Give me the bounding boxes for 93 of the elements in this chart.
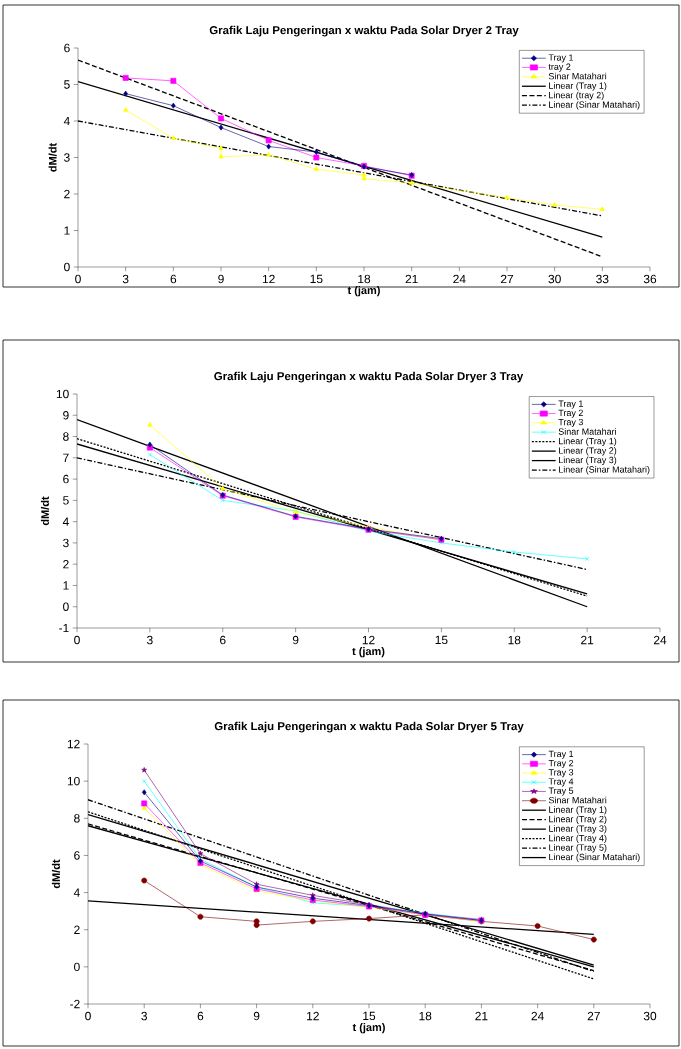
legend-label: Linear (Sinar Matahari) — [549, 101, 640, 110]
legend-label: Linear (Tray 1) — [559, 437, 617, 446]
x-tick-label: 12 — [262, 274, 275, 284]
x-tick-label: 21 — [475, 1011, 488, 1021]
y-tick-label: 0 — [74, 962, 80, 972]
y-tick-label: 4 — [62, 517, 69, 526]
x-tick-label: 6 — [170, 274, 177, 284]
y-tick-label: 2 — [63, 560, 69, 569]
x-axis-title: t (jam) — [352, 1023, 385, 1034]
x-tick-label: 24 — [531, 1011, 544, 1021]
chart-title: Grafik Laju Pengeringan x waktu Pada Solar Dryer 2 Tray — [209, 25, 519, 37]
y-tick-label: 6 — [74, 851, 80, 860]
x-tick-label: 12 — [307, 1011, 319, 1021]
legend-label: Tray 1 — [558, 400, 583, 409]
y-tick-label: 3 — [63, 538, 69, 548]
x-tick-label: 21 — [405, 274, 418, 284]
chart-title: Grafik Laju Pengeringan x waktu Pada Solar Dryer 3 Tray — [214, 371, 524, 383]
x-tick-label: 24 — [653, 635, 667, 645]
y-tick-label: -1 — [59, 623, 69, 633]
y-tick-label: 8 — [74, 814, 80, 823]
y-tick-label: 5 — [64, 80, 70, 89]
x-axis-title: t (jam) — [352, 647, 385, 658]
x-tick-label: 15 — [310, 274, 323, 284]
x-tick-label: 15 — [435, 635, 448, 645]
y-tick-label: 8 — [63, 432, 69, 441]
legend-label: Linear (Tray 3) — [559, 456, 617, 465]
y-tick-label: 10 — [67, 776, 80, 786]
y-axis-title: dM/dt — [48, 143, 57, 172]
y-tick-label: 1 — [63, 581, 69, 590]
x-tick-label: 3 — [141, 1011, 147, 1021]
legend-label: Tray 4 — [548, 778, 574, 787]
legend-label: Linear (Tray 4) — [549, 834, 607, 843]
legend-label: Sinar Matahari — [548, 796, 607, 804]
x-tick-label: 27 — [500, 274, 514, 284]
x-tick-label: 12 — [362, 635, 375, 645]
x-tick-label: 9 — [253, 1011, 260, 1021]
x-tick-label: 18 — [358, 274, 371, 284]
y-tick-label: 4 — [73, 888, 80, 897]
y-tick-label: 0 — [63, 602, 69, 611]
legend-label: Linear (Tray 5) — [549, 844, 607, 853]
legend-label: tray 2 — [548, 63, 571, 72]
x-tick-label: 6 — [197, 1011, 204, 1021]
x-tick-label: 3 — [147, 635, 153, 645]
x-tick-label: 15 — [363, 1011, 376, 1021]
x-tick-label: 9 — [292, 635, 299, 645]
x-tick-label: 30 — [643, 1011, 657, 1021]
x-tick-label: 18 — [508, 635, 521, 645]
legend-label: Linear (Tray 2) — [559, 447, 617, 456]
y-tick-label: 4 — [63, 116, 70, 126]
legend-label: Linear (Sinar Matahari) — [549, 853, 640, 862]
x-tick-label: 3 — [122, 274, 129, 284]
y-tick-label: 5 — [63, 496, 69, 505]
x-tick-label: 33 — [596, 274, 609, 284]
legend-label: Linear (Tray 2) — [549, 815, 607, 825]
y-tick-label: 6 — [64, 43, 70, 53]
legend-label: Linear (Sinar Matahari) — [559, 466, 650, 475]
x-tick-label: 21 — [581, 635, 594, 645]
y-tick-label: 7 — [63, 453, 69, 462]
y-tick-label: 12 — [67, 739, 80, 749]
legend-label: Linear (Tray 1) — [549, 82, 607, 91]
y-tick-label: 2 — [64, 189, 70, 199]
legend-label: Tray 2 — [558, 409, 583, 418]
y-tick-label: 6 — [63, 474, 69, 484]
x-tick-label: 9 — [218, 274, 224, 284]
x-tick-label: 24 — [453, 274, 466, 284]
x-tick-label: 18 — [419, 1011, 432, 1021]
y-axis-title: dM/dt — [51, 859, 61, 889]
y-tick-label: 3 — [64, 153, 70, 162]
chart-title: Grafik Laju Pengeringan x waktu Pada Solar Dryer 5 Tray — [214, 721, 524, 733]
legend-label: Tray 1 — [548, 54, 574, 63]
x-tick-label: 36 — [643, 274, 657, 284]
x-axis-title: t (jam) — [347, 286, 380, 297]
x-tick-label: 0 — [85, 1011, 91, 1021]
x-tick-label: 27 — [587, 1011, 600, 1021]
y-tick-label: -2 — [70, 999, 80, 1009]
legend-label: Linear (Tray 1) — [549, 806, 607, 815]
legend-label: Sinar Matahari — [548, 72, 607, 80]
legend-label: Linear (Tray 3) — [549, 825, 607, 834]
legend-label: Tray 1 — [548, 750, 574, 759]
legend-label: Sinar Matahari — [558, 428, 616, 435]
legend-label: Tray 2 — [548, 759, 574, 769]
y-tick-label: 10 — [56, 389, 69, 399]
legend-label: Tray 5 — [548, 787, 574, 796]
x-tick-label: 6 — [220, 635, 226, 645]
legend-label: Tray 3 — [548, 769, 574, 778]
y-tick-label: 9 — [63, 411, 69, 420]
y-tick-label: 1 — [64, 226, 70, 235]
legend-label: Linear (tray 2) — [549, 91, 604, 101]
x-tick-label: 30 — [548, 274, 561, 284]
y-tick-label: 0 — [64, 262, 70, 272]
y-tick-label: 2 — [74, 925, 80, 934]
legend-label: Tray 3 — [558, 418, 583, 428]
y-axis-title: dM/dt — [40, 496, 50, 526]
